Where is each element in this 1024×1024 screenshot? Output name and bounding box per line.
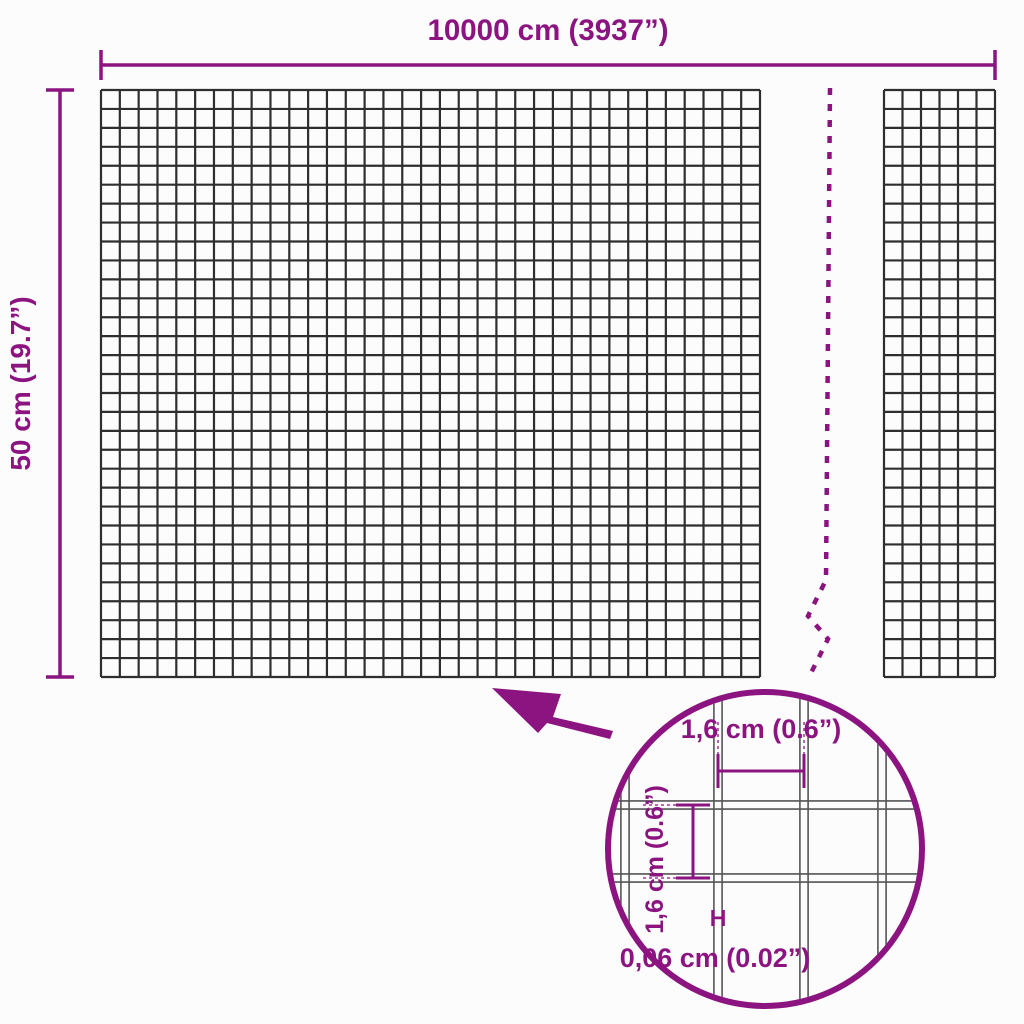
svg-text:10000 cm (3937”): 10000 cm (3937”) (427, 14, 668, 47)
svg-text:1,6 cm (0.6”): 1,6 cm (0.6”) (681, 714, 842, 744)
svg-text:0,06 cm (0.02”): 0,06 cm (0.02”) (620, 943, 811, 973)
svg-text:H: H (710, 905, 727, 931)
svg-text:1,6 cm (0.6”): 1,6 cm (0.6”) (641, 785, 669, 934)
svg-text:50 cm (19.7”): 50 cm (19.7”) (5, 296, 36, 470)
